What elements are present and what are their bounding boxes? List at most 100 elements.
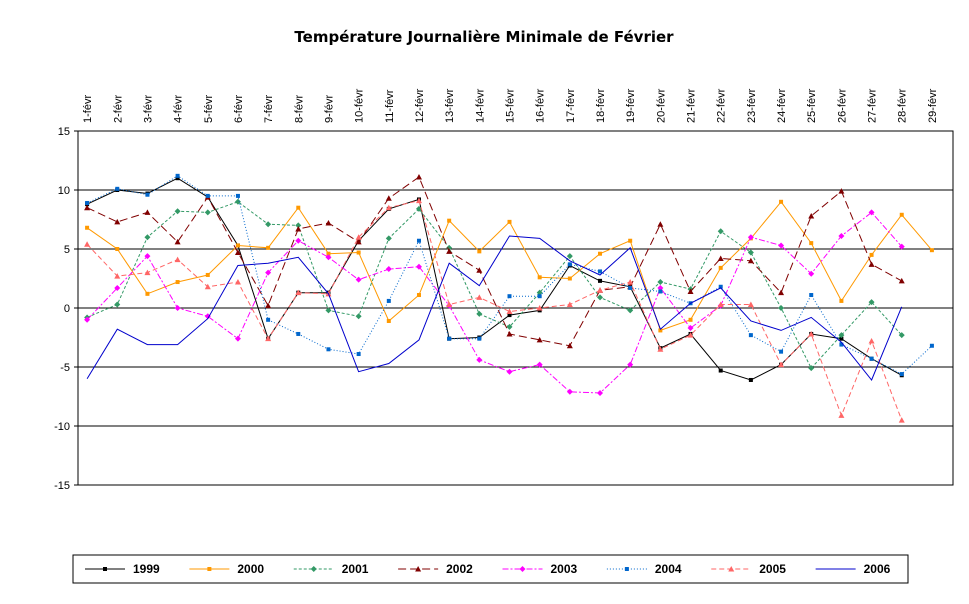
data-point [839,336,844,341]
data-point [114,284,121,291]
data-point [84,316,91,323]
legend-label: 2005 [759,562,786,576]
data-point [747,301,754,307]
data-point [265,221,272,228]
data-point [325,254,332,261]
data-point [447,218,452,223]
data-point [175,173,180,178]
data-point [808,212,815,219]
data-point [446,248,453,254]
y-axis-tick-labels: -15 -10 -5 0 5 10 15 [54,126,78,492]
data-point [235,193,240,198]
data-point [476,267,483,273]
data-point [115,247,120,251]
data-point [899,212,904,217]
data-point [295,225,302,232]
data-point [627,307,634,314]
y-tick-label: -5 [60,362,70,374]
data-point [838,188,845,194]
legend-item-1999: 1999 [85,562,160,576]
data-point [235,243,240,248]
data-point [506,308,513,315]
data-point [868,338,875,344]
data-point [598,278,603,283]
data-point [447,336,452,341]
data-point [174,256,181,263]
legend-item-2002: 2002 [398,562,473,576]
x-tick-label: 18-févr [595,88,607,123]
data-point [597,294,604,301]
data-point [144,234,151,241]
x-tick-label: 14-févr [474,88,486,123]
data-point [598,251,603,256]
data-point [748,377,753,382]
y-tick-label: 15 [58,126,70,138]
data-point [144,209,151,215]
data-point [114,273,121,279]
data-point [718,368,723,373]
data-point [295,222,302,229]
data-point [627,361,634,368]
data-point [386,298,391,303]
data-point [748,333,753,338]
data-point [84,204,91,211]
data-point [567,262,572,267]
legend-item-2003: 2003 [502,562,578,576]
data-point [385,195,392,201]
data-point [415,197,422,204]
data-point [658,328,663,333]
series-2003 [84,209,905,396]
data-point [566,388,573,395]
x-tick-label: 16-févr [535,88,547,123]
x-axis-tick-labels: 1-févr 2-févr 3-févr 4-févr 5-févr 6-févr 7-fé… [82,88,939,123]
data-point [537,275,542,280]
data-point [929,248,934,253]
series-2006 [86,235,903,381]
data-point [355,276,362,283]
series-line-2003 [86,211,903,394]
data-point [507,219,512,224]
data-point [778,289,785,296]
legend: 1999 2000 2001 2002 2003 2004 2005 2006 [72,554,909,584]
data-point [717,228,724,235]
data-point [536,289,543,296]
data-point [507,313,512,318]
data-point [295,237,302,244]
data-point [415,566,422,572]
data-point [808,330,815,337]
data-point [266,317,271,322]
data-point [114,218,121,225]
data-point [808,270,815,277]
data-point [144,253,151,260]
data-point [234,198,241,205]
data-point [687,332,694,338]
data-point [536,305,543,311]
data-point [265,269,272,276]
data-point [84,241,91,247]
data-point [778,361,785,368]
data-point [145,192,150,197]
series-line-2002 [86,176,902,347]
legend-label: 2001 [342,562,369,576]
x-tick-label: 24-févr [776,88,788,123]
data-point [868,299,875,306]
data-point [628,238,633,243]
data-point [326,347,331,352]
data-point [234,279,241,285]
data-point [415,174,422,180]
y-tick-label: 5 [64,244,70,256]
x-tick-label: 19-févr [625,88,637,123]
x-tick-label: 3-févr [142,95,154,123]
data-point [687,288,694,294]
legend-label: 2000 [237,562,264,576]
data-point [85,200,90,205]
data-point [898,332,905,339]
data-point [204,209,211,216]
data-point [658,289,663,294]
data-point [598,269,603,274]
data-point [476,294,483,300]
data-point [207,567,212,571]
x-tick-label: 26-févr [836,88,848,123]
data-point [778,305,785,311]
